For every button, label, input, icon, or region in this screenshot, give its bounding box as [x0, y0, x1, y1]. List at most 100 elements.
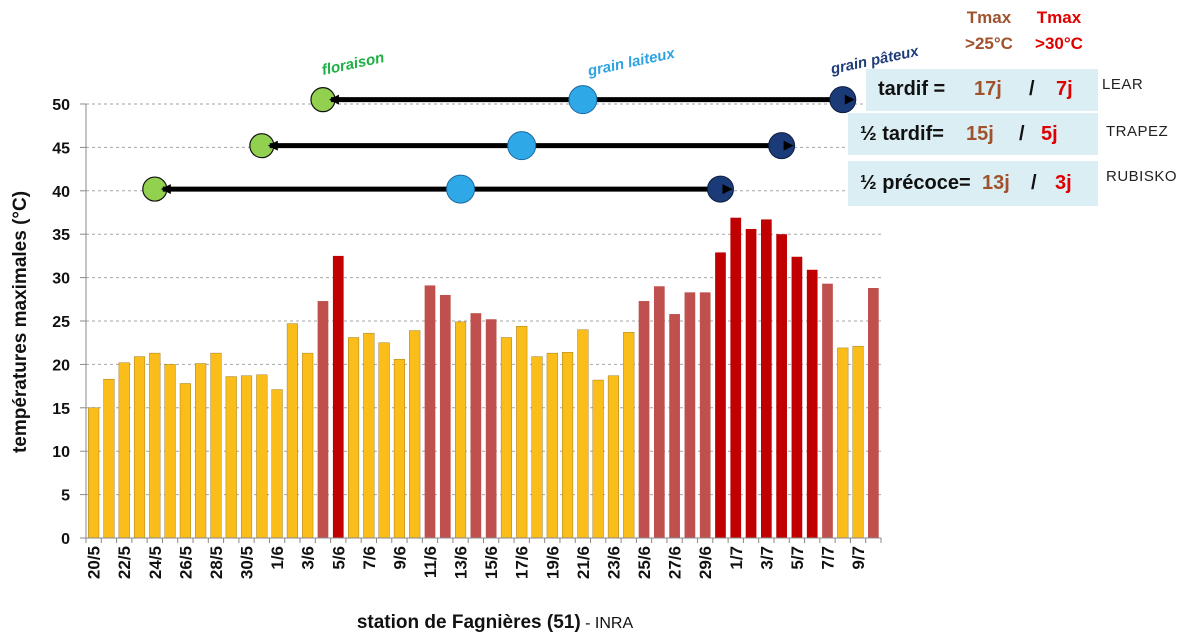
summary-label: ½ tardif= [860, 123, 944, 145]
bar-3/6 [302, 352, 314, 539]
y-tick-label: 50 [52, 97, 70, 114]
x-tick-label: 23/6 [604, 546, 623, 579]
stage-arrow-end-rubisko [722, 184, 733, 195]
bar-7/6 [363, 332, 375, 539]
bar-1/7 [730, 217, 742, 538]
bar-21/5 [103, 378, 115, 539]
bar-27/6 [669, 314, 680, 538]
x-tick-label: 9/6 [390, 546, 409, 570]
bar-25/5 [164, 364, 176, 539]
y-tick-label: 45 [52, 140, 70, 157]
bar-29/5 [225, 376, 237, 539]
y-tick-label: 5 [61, 488, 70, 505]
header-tmax-30-line1: Tmax [1036, 8, 1082, 27]
x-axis-title-main: station de Fagnières (51) [357, 612, 581, 633]
x-tick-label: 1/6 [268, 546, 287, 570]
x-tick-label: 17/6 [513, 546, 532, 579]
stage-lines-layer [142, 85, 857, 204]
x-tick-label: 22/5 [115, 546, 134, 579]
y-tick-label: 15 [52, 401, 70, 418]
x-tick-label: 7/6 [360, 546, 379, 570]
bar-13/6 [455, 321, 467, 539]
x-tick-label: 7/7 [818, 546, 837, 570]
bar-2/6 [286, 323, 298, 539]
y-tick-label: 25 [52, 314, 70, 331]
bar-26/6 [653, 286, 665, 538]
x-tick-label: 3/6 [299, 546, 318, 570]
bar-9/7 [852, 345, 864, 539]
bar-19/6 [546, 352, 558, 539]
x-tick-label: 29/6 [696, 546, 715, 579]
bar-6/6 [347, 337, 360, 539]
x-tick-label: 1/7 [727, 546, 746, 570]
x-tick-label: 5/6 [329, 546, 348, 570]
y-tick-label: 30 [52, 271, 70, 288]
stage-arrow-end-lear [844, 94, 855, 105]
bar-21/6 [577, 329, 589, 539]
bar-22/5 [118, 362, 130, 539]
bar-3/7 [760, 219, 772, 538]
bar-9/6 [393, 358, 405, 539]
summary-days-25: 15j [966, 123, 994, 145]
bars-layer [88, 217, 879, 539]
bar-16/6 [500, 337, 512, 539]
bar-23/6 [607, 375, 620, 539]
header-tmax-25-line2: >25°C [965, 34, 1013, 53]
bar-4/6 [317, 301, 329, 538]
y-tick-label: 10 [52, 444, 70, 461]
bar-31/5 [256, 374, 268, 539]
bar-24/5 [149, 352, 161, 539]
bar-8/6 [378, 342, 390, 539]
x-tick-label: 19/6 [543, 546, 562, 579]
bar-30/5 [240, 375, 253, 539]
header-tmax-25: Tmax >25°C [954, 8, 1024, 54]
x-tick-label: 15/6 [482, 546, 501, 579]
bar-17/6 [516, 326, 528, 539]
header-tmax-30-line2: >30°C [1035, 34, 1083, 53]
x-axis-title-suffix: - INRA [585, 615, 633, 632]
bar-28/5 [210, 352, 222, 539]
summary-label: tardif = [878, 78, 946, 100]
variety-label-rubisko: RUBISKO [1106, 168, 1178, 185]
bar-14/6 [470, 313, 482, 538]
bar-5/6 [332, 255, 344, 538]
stage-arrow-end-trapez [783, 140, 794, 151]
x-tick-label: 11/6 [421, 546, 440, 578]
summary-box-trapez: ½ tardif= 15j / 5j [848, 113, 1098, 155]
bar-20/5 [88, 407, 100, 539]
bar-11/6 [424, 285, 436, 538]
bar-5/7 [791, 256, 803, 538]
summary-days-30: 7j [1056, 78, 1073, 100]
summary-separator: / [1019, 123, 1025, 145]
summary-separator: / [1031, 172, 1037, 194]
y-axis-title: températures maximales (°C) [10, 191, 31, 453]
summary-days-30: 3j [1055, 172, 1072, 194]
bar-25/6 [638, 301, 650, 538]
y-tick-label: 35 [52, 227, 70, 244]
y-tick-label: 0 [61, 531, 70, 548]
summary-days-25: 17j [974, 78, 1002, 100]
bar-27/5 [195, 363, 207, 539]
header-tmax-30: Tmax >30°C [1024, 8, 1094, 54]
x-tick-label: 30/5 [238, 546, 257, 579]
bar-26/5 [179, 383, 191, 539]
bar-7/7 [822, 283, 833, 538]
x-tick-label: 20/5 [85, 546, 104, 579]
header-tmax-25-line1: Tmax [966, 8, 1012, 27]
bar-1/6 [271, 389, 283, 539]
bar-30/6 [715, 252, 726, 539]
bar-18/6 [531, 356, 543, 539]
x-tick-label: 26/5 [176, 546, 195, 579]
bar-8/7 [837, 347, 849, 539]
x-tick-label: 27/6 [666, 546, 685, 579]
bar-15/6 [485, 319, 497, 538]
bar-20/6 [562, 352, 574, 539]
x-tick-label: 3/7 [757, 546, 776, 570]
stage-marker-pateux-trapez [768, 132, 796, 160]
variety-label-lear: LEAR [1102, 76, 1144, 93]
stage-marker-laiteux-trapez [507, 131, 537, 161]
stage-marker-pateux-lear [829, 86, 857, 114]
summary-box-lear: tardif = 17j / 7j [866, 69, 1098, 111]
stage-label-grain-laiteux: grain laiteux [585, 45, 677, 80]
bar-10/7 [868, 288, 879, 538]
